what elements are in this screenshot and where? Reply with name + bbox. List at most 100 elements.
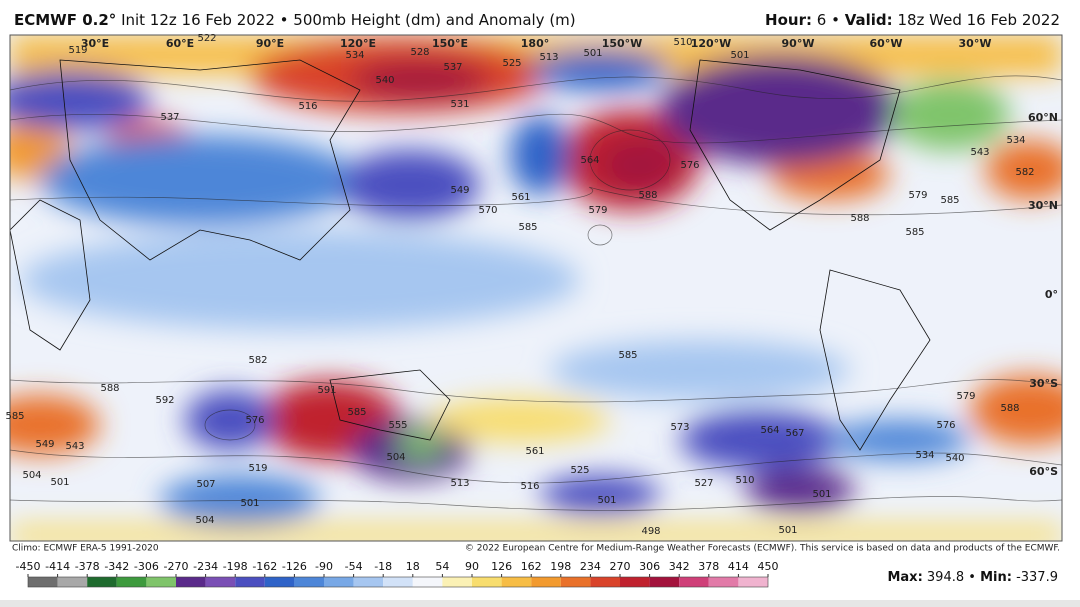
colorbar-tick-label: 18 [406, 560, 420, 573]
colorbar-tick-label: -18 [374, 560, 392, 573]
longitude-label: 150°E [432, 37, 468, 50]
run: Init 12z 16 Feb 2022 • 500mb Height (dm)… [121, 11, 576, 29]
hour-label: Hour: [765, 11, 812, 29]
contour-label: 588 [100, 383, 119, 394]
colorbar-bin [560, 577, 591, 587]
contour-label: 561 [511, 192, 530, 203]
contour-label: 543 [970, 147, 989, 158]
colorbar-bin [294, 577, 324, 587]
contour-label: 516 [520, 481, 539, 492]
colorbar-bin [412, 577, 443, 587]
contour-label: 522 [197, 33, 216, 44]
latitude-label: 30°S [1029, 377, 1058, 390]
contour-label: 510 [735, 475, 754, 486]
contour-label: 531 [450, 99, 469, 110]
contour-label: 585 [347, 407, 366, 418]
hour: 6 • [817, 11, 840, 29]
colorbar-tick-label: 270 [610, 560, 631, 573]
colorbar-tick-label: -234 [193, 560, 218, 573]
climo: Climo: ECMWF ERA-5 1991-2020 [12, 544, 159, 554]
contour-label: 507 [196, 479, 215, 490]
bottom-strip [0, 600, 1080, 607]
latitude-label: 60°S [1029, 465, 1058, 478]
colorbar-tick-label: -90 [315, 560, 333, 573]
contour-label: 501 [583, 48, 602, 59]
colorbar-tick-label: -342 [104, 560, 129, 573]
contour-label: 519 [248, 463, 267, 474]
max: 394.8 [927, 570, 964, 585]
valid: 18z Wed 16 Feb 2022 [897, 11, 1060, 29]
colorbar-tick-label: 378 [698, 560, 719, 573]
contour-label: 591 [317, 385, 336, 396]
contour-label: 537 [443, 62, 462, 73]
colorbar-tick-label: 162 [521, 560, 542, 573]
contour-label: 585 [618, 350, 637, 361]
copyright: © 2022 European Centre for Medium-Range … [465, 544, 1060, 554]
colorbar-tick-label: 234 [580, 560, 601, 573]
colorbar-bin [472, 577, 502, 587]
colorbar-tick-label: -162 [252, 560, 277, 573]
latitude-label: 60°N [1028, 111, 1058, 124]
contour-label: 588 [1000, 403, 1019, 414]
colorbar-bin [679, 577, 709, 587]
colorbar-bin [176, 577, 206, 587]
contour-label: 585 [940, 195, 959, 206]
colorbar-tick-label: 450 [758, 560, 779, 573]
header-right: Hour: 6 • Valid: 18z Wed 16 Feb 2022 [765, 11, 1060, 29]
coastlines [10, 59, 931, 451]
colorbar-tick-label: -54 [345, 560, 363, 573]
longitude-label: 150°W [602, 37, 643, 50]
max-label: Max: [887, 570, 922, 585]
colorbar-tick-label: 54 [435, 560, 449, 573]
contour-label: 588 [638, 190, 657, 201]
map [10, 35, 1062, 541]
colorbar-bin [442, 577, 472, 587]
colorbar-tick-label: -450 [16, 560, 41, 573]
colorbar-bin [620, 577, 650, 587]
contour-label: 549 [35, 439, 54, 450]
colorbar-tick-label: -378 [75, 560, 100, 573]
contour-label: 585 [518, 222, 537, 233]
contour-label: 501 [597, 495, 616, 506]
contour-label: 579 [588, 205, 607, 216]
contour-label: 585 [905, 227, 924, 238]
contour-label: 510 [673, 37, 692, 48]
colorbar-tick-label: -126 [282, 560, 307, 573]
contour-label: 576 [245, 415, 264, 426]
contour-label: 540 [375, 75, 394, 86]
contour-label: 543 [65, 441, 84, 452]
contour-label: 501 [50, 477, 69, 488]
colorbar-bin [57, 577, 88, 587]
anomaly-field [10, 35, 1062, 541]
min-label: Min: [980, 570, 1012, 585]
colorbar-bin [146, 577, 176, 587]
colorbar-tick-label: -198 [223, 560, 248, 573]
contour-label: 573 [670, 422, 689, 433]
contour-label: 582 [1015, 167, 1034, 178]
colorbar-bin [590, 577, 620, 587]
contour-label: 498 [641, 526, 660, 537]
longitude-label: 60°E [166, 37, 194, 50]
contour-label: 588 [850, 213, 869, 224]
colorbar-bin [738, 577, 768, 587]
contour-label: 504 [386, 452, 405, 463]
sep: • [968, 570, 976, 585]
latitude-label: 0° [1045, 288, 1058, 301]
contour-label: 537 [160, 112, 179, 123]
valid-label: Valid: [845, 11, 893, 29]
contour-label: 519 [68, 45, 87, 56]
contour-label: 527 [694, 478, 713, 489]
longitude-label: 90°E [256, 37, 284, 50]
colorbar-bin [708, 577, 739, 587]
contour-label: 513 [450, 478, 469, 489]
min: -337.9 [1016, 570, 1058, 585]
colorbar-bin [353, 577, 384, 587]
colorbar-bin [324, 577, 354, 587]
colorbar-frame [27, 576, 769, 588]
contour-label: 504 [22, 470, 41, 481]
latitude-label: 30°N [1028, 199, 1058, 212]
longitude-label: 120°E [340, 37, 376, 50]
longitude-label: 30°E [81, 37, 109, 50]
